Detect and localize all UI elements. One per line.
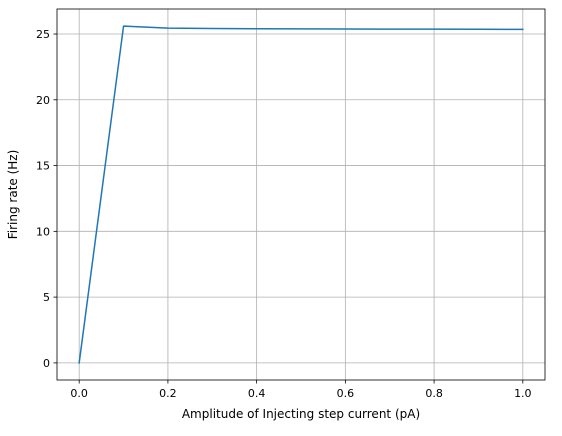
grid xyxy=(57,9,545,380)
x-tick-label: 0.4 xyxy=(248,387,266,400)
y-tick-label: 5 xyxy=(43,291,50,304)
y-tick-label: 25 xyxy=(36,28,50,41)
y-tick-label: 20 xyxy=(36,94,50,107)
y-tick-label: 10 xyxy=(36,225,50,238)
series-line-0 xyxy=(78,25,524,364)
x-axis-ticks: 0.0 0.2 0.4 0.6 0.8 1.0 xyxy=(70,380,532,400)
series-layer xyxy=(78,25,524,364)
y-tick-label: 0 xyxy=(43,357,50,370)
y-axis-ticks: 0 5 10 15 20 25 xyxy=(36,28,57,370)
x-tick-label: 0.2 xyxy=(159,387,177,400)
x-tick-label: 1.0 xyxy=(514,387,532,400)
x-tick-label: 0.0 xyxy=(70,387,88,400)
x-tick-label: 0.6 xyxy=(337,387,355,400)
plot-frame xyxy=(56,8,546,381)
x-tick-label: 0.8 xyxy=(425,387,443,400)
y-axis-label: Firing rate (Hz) xyxy=(6,150,20,240)
y-tick-label: 15 xyxy=(36,160,50,173)
x-axis-label: Amplitude of Injecting step current (pA) xyxy=(182,407,420,421)
